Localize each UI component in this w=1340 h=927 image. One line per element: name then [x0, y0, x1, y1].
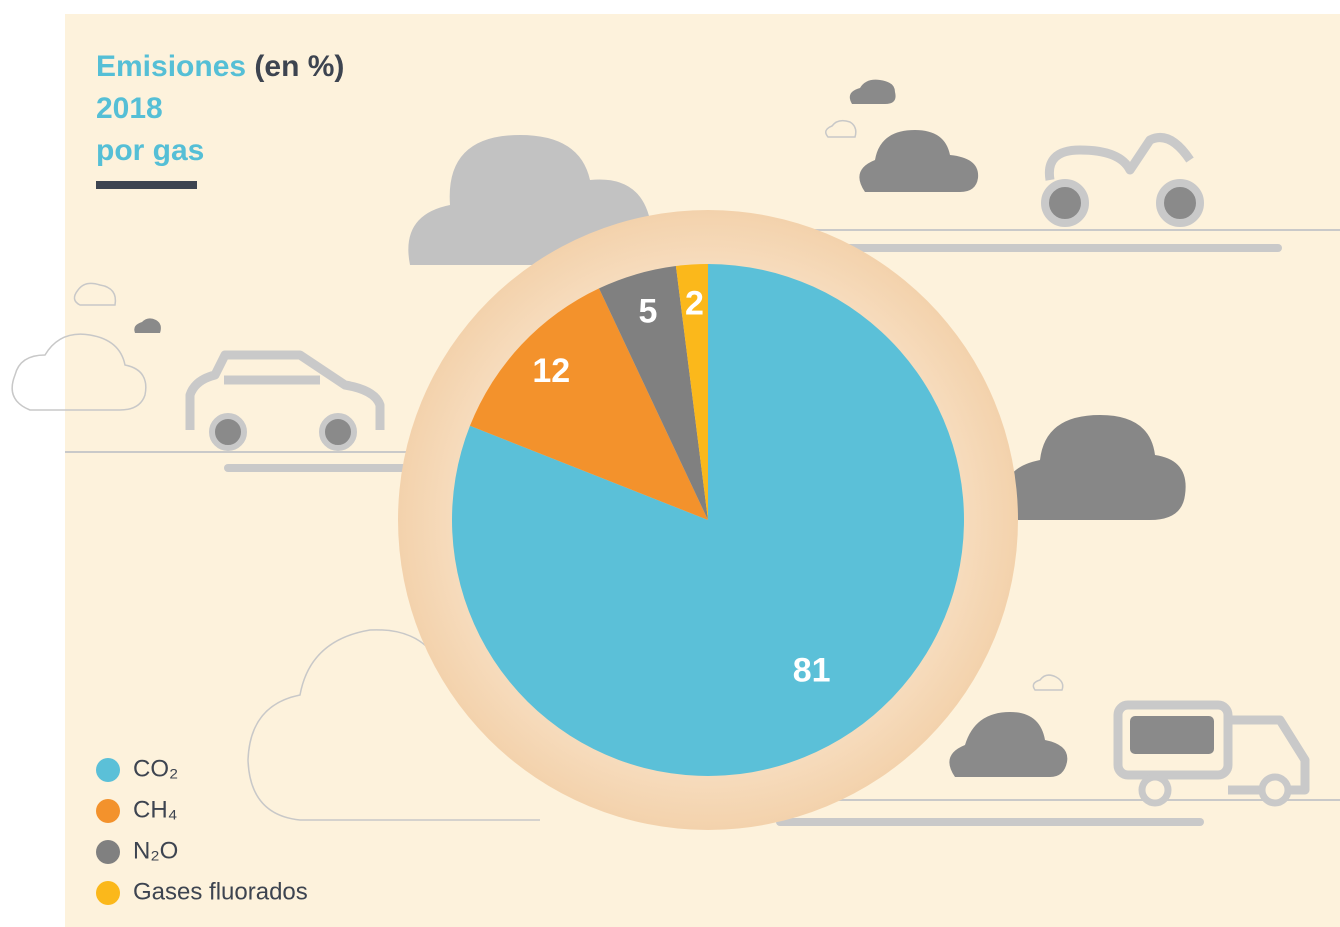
pie-slice	[675, 264, 708, 520]
unit: (en %)	[254, 50, 344, 83]
legend-marker	[96, 881, 120, 905]
pie-slice	[599, 266, 708, 520]
subtitle: 2018	[96, 92, 163, 125]
legend-label: CO₂	[133, 755, 178, 782]
data-label: 2	[685, 284, 704, 322]
title-underline	[96, 181, 197, 189]
pie-slice	[452, 264, 965, 776]
subtitle: por gas	[96, 134, 204, 167]
title: Emisiones	[96, 50, 246, 83]
legend-marker	[96, 840, 120, 864]
legend-label: CH₄	[133, 796, 177, 823]
data-label: 81	[793, 651, 831, 689]
pie-slice	[469, 288, 708, 520]
legend-label: Gases fluorados	[133, 878, 308, 905]
legend-label: N₂O	[133, 837, 178, 864]
chart-title: Emisiones (en %)	[96, 50, 344, 83]
data-label: 12	[532, 352, 570, 390]
legend-marker	[96, 799, 120, 823]
data-label: 5	[639, 292, 658, 330]
decoration	[11, 79, 1340, 826]
legend-marker	[96, 758, 120, 782]
